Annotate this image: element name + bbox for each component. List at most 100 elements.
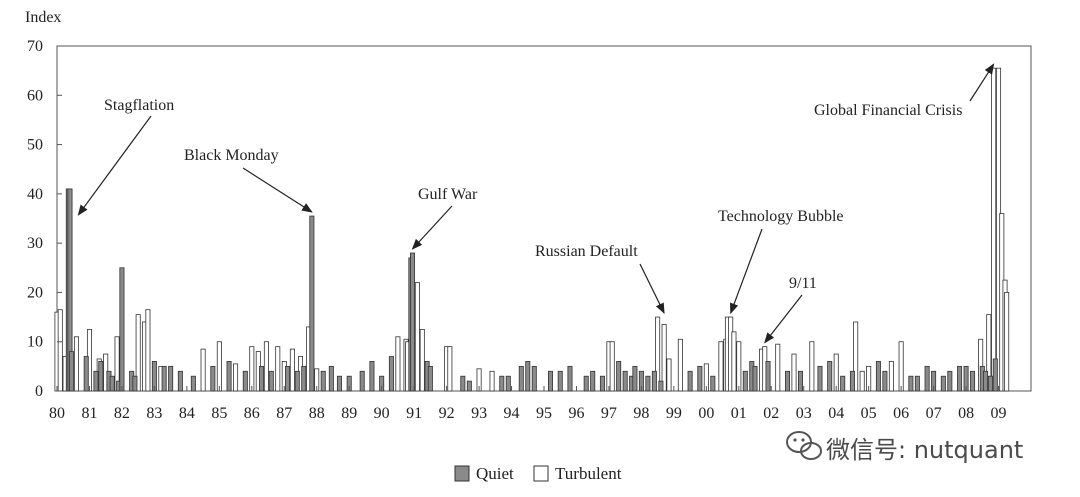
x-tick-label: 07 xyxy=(926,405,942,422)
bar-turbulent xyxy=(263,341,269,392)
bar-quiet xyxy=(557,370,563,392)
bar-quiet xyxy=(518,365,524,392)
bar-turbulent xyxy=(216,341,222,392)
bar-quiet xyxy=(651,370,657,392)
annotation-arrow xyxy=(730,228,763,315)
bar-quiet xyxy=(785,370,791,392)
x-tick-label: 83 xyxy=(146,405,162,422)
watermark: 微信号: nutquant xyxy=(786,431,1023,464)
x-tick-label: 09 xyxy=(991,405,1007,422)
legend: Quiet Turbulent xyxy=(454,464,622,483)
x-tick-label: 05 xyxy=(861,405,877,422)
bar-turbulent xyxy=(809,341,815,392)
bar-quiet xyxy=(992,358,998,392)
y-tick-label: 0 xyxy=(35,383,43,400)
bar-turbulent xyxy=(661,324,667,392)
bar-turbulent xyxy=(833,353,839,392)
bar-turbulent xyxy=(718,341,724,392)
annotation-arrow xyxy=(639,263,665,315)
bar-quiet xyxy=(645,375,651,392)
legend-label-turbulent: Turbulent xyxy=(555,464,622,483)
bar-turbulent xyxy=(731,331,737,392)
y-tick-label: 60 xyxy=(27,87,43,104)
bar-turbulent xyxy=(791,353,797,392)
bar-quiet xyxy=(840,375,846,392)
annotation-arrow xyxy=(969,63,995,102)
bar-quiet xyxy=(410,252,416,392)
bar-quiet xyxy=(658,380,664,392)
bar-turbulent xyxy=(145,309,151,392)
y-tick-label: 40 xyxy=(27,186,43,203)
bar-quiet xyxy=(947,370,953,392)
bar-quiet xyxy=(765,361,771,392)
bar-quiet xyxy=(93,370,99,392)
annotation-label: Technology Bubble xyxy=(718,208,844,225)
bar-quiet xyxy=(499,375,505,392)
bar-quiet xyxy=(590,370,596,392)
bar-quiet xyxy=(525,361,531,392)
annotation-label: Stagflation xyxy=(104,97,174,114)
bar-quiet xyxy=(242,370,248,392)
x-tick-label: 82 xyxy=(114,405,130,422)
bars xyxy=(54,67,1010,392)
bar-turbulent xyxy=(666,358,672,392)
bar-quiet xyxy=(369,361,375,392)
annotation-label: 9/11 xyxy=(789,275,817,292)
bar-quiet xyxy=(697,365,703,392)
x-tick-label: 86 xyxy=(244,405,260,422)
bar-quiet xyxy=(161,365,167,392)
bar-quiet xyxy=(567,365,573,392)
x-tick-label: 84 xyxy=(179,405,195,422)
bar-quiet xyxy=(83,356,89,392)
x-tick-label: 89 xyxy=(341,405,357,422)
x-tick-label: 94 xyxy=(504,405,520,422)
annotation-label: Russian Default xyxy=(535,243,638,260)
annotation-arrow xyxy=(764,294,803,344)
bar-quiet xyxy=(460,375,466,392)
bar-quiet xyxy=(466,380,472,392)
bar-turbulent xyxy=(395,336,401,392)
x-tick-label: 87 xyxy=(276,405,292,422)
bar-quiet xyxy=(797,370,803,392)
bar-quiet xyxy=(882,370,888,392)
bar-quiet xyxy=(940,375,946,392)
bar-turbulent xyxy=(233,363,239,392)
bar-quiet xyxy=(301,365,307,392)
bar-quiet xyxy=(616,361,622,392)
annotation-label: Gulf War xyxy=(418,186,478,203)
bar-turbulent xyxy=(853,321,859,392)
x-tick-label: 91 xyxy=(406,405,422,422)
y-axis-title: Index xyxy=(25,9,61,26)
watermark-text: 微信号: nutquant xyxy=(826,436,1023,464)
bar-turbulent xyxy=(677,338,683,392)
x-tick-label: 97 xyxy=(601,405,617,422)
bar-quiet xyxy=(687,370,693,392)
bar-quiet xyxy=(875,361,881,392)
legend-label-quiet: Quiet xyxy=(476,464,514,483)
bar-turbulent xyxy=(275,346,281,392)
bar-quiet xyxy=(285,365,291,392)
bar-quiet xyxy=(957,365,963,392)
x-tick-label: 02 xyxy=(763,405,779,422)
bar-quiet xyxy=(983,370,989,392)
x-tick-label: 98 xyxy=(633,405,649,422)
bar-quiet xyxy=(849,370,855,392)
wechat-icon xyxy=(786,431,822,460)
bar-turbulent xyxy=(898,341,904,392)
bar-turbulent xyxy=(991,67,997,392)
bar-quiet xyxy=(336,375,342,392)
bar-quiet xyxy=(908,375,914,392)
annotation-label: Global Financial Crisis xyxy=(814,102,962,119)
x-tick-label: 92 xyxy=(439,405,455,422)
bar-turbulent xyxy=(447,346,453,392)
bar-quiet xyxy=(210,365,216,392)
bar-turbulent xyxy=(249,346,255,392)
x-tick-label: 90 xyxy=(374,405,390,422)
y-tick-label: 20 xyxy=(27,284,43,301)
legend-swatch-quiet xyxy=(454,465,470,482)
bar-quiet xyxy=(817,365,823,392)
annotation-arrow xyxy=(77,115,152,216)
bar-turbulent xyxy=(1004,292,1010,392)
bar-quiet xyxy=(752,365,758,392)
